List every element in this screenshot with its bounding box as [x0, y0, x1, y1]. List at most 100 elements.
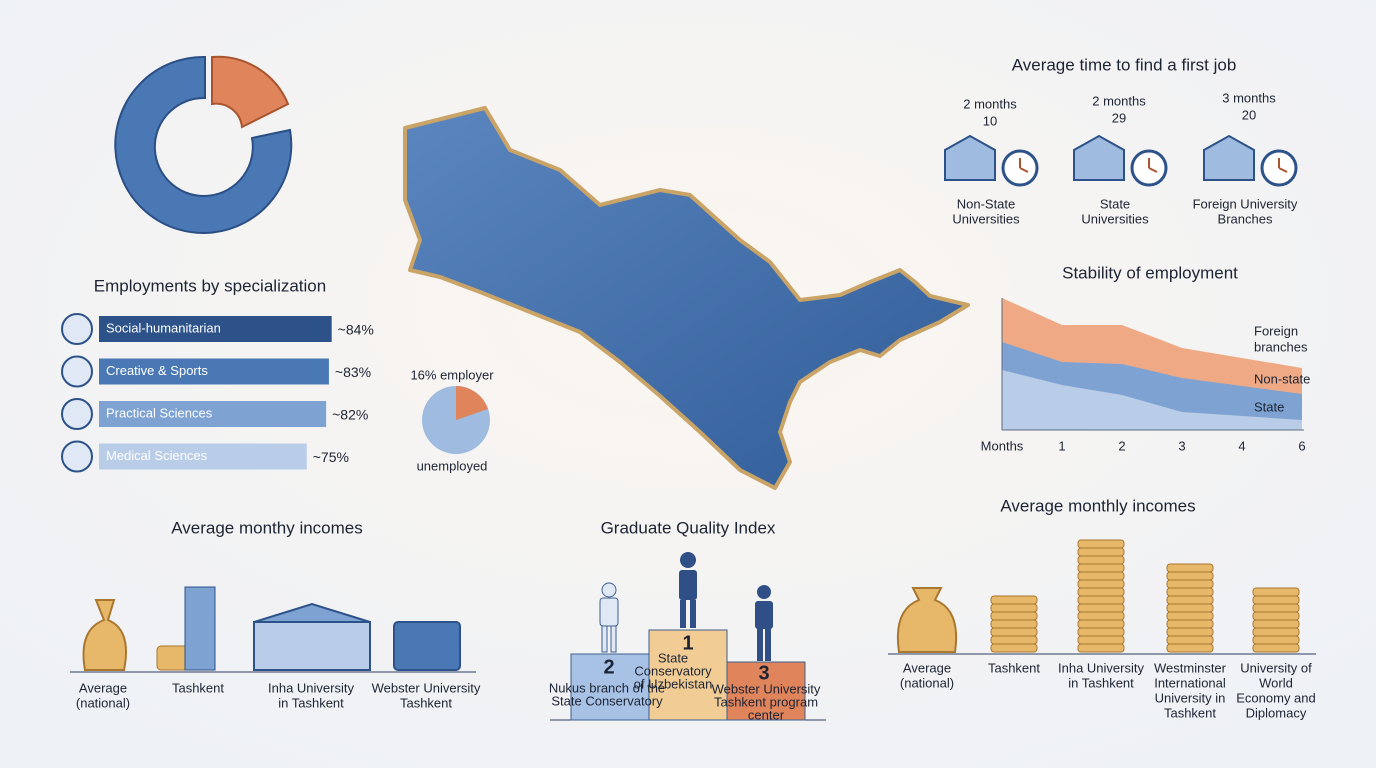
- map-uzbekistan: [403, 106, 970, 490]
- coin-icon: [1077, 611, 1125, 621]
- label: 29: [1112, 110, 1126, 125]
- coin-icon: [990, 611, 1038, 621]
- coin-icon: [1077, 635, 1125, 645]
- label: Stability of employment: [1062, 263, 1238, 282]
- label: Social-humanitarian: [106, 320, 221, 335]
- label: Practical Sciences: [106, 405, 213, 420]
- bar: [99, 401, 327, 427]
- label: State: [1254, 399, 1284, 414]
- label: 2 months: [1092, 93, 1146, 108]
- donut-decoration: [114, 55, 293, 234]
- label: Foreign University: [1193, 196, 1298, 211]
- building-icon: [1203, 134, 1255, 181]
- label: State: [658, 650, 688, 665]
- coin-icon: [990, 635, 1038, 645]
- label: Non-State: [957, 196, 1016, 211]
- podium: [570, 552, 806, 721]
- coin-icon: [1077, 603, 1125, 613]
- label: 3: [1178, 438, 1185, 453]
- label: Tashkent: [400, 695, 452, 710]
- label: ~83%: [335, 364, 371, 380]
- coin-icon: [1077, 619, 1125, 629]
- label: Foreign: [1254, 323, 1298, 338]
- label: 2: [1118, 438, 1125, 453]
- label: Tashkent: [988, 660, 1040, 675]
- label: University of: [1240, 660, 1312, 675]
- clock-hands: [1019, 158, 1029, 173]
- label: 10: [983, 113, 997, 128]
- label: Conservatory: [634, 663, 712, 678]
- label: Inha University: [1058, 660, 1144, 675]
- coin-icon: [1252, 619, 1300, 629]
- label: 1: [1058, 438, 1065, 453]
- label: Creative & Sports: [106, 363, 208, 378]
- bar: [99, 316, 332, 342]
- wallet-icon: [393, 621, 461, 671]
- label: Universities: [1081, 211, 1149, 226]
- coin-icon: [1166, 579, 1214, 589]
- label: Branches: [1218, 211, 1273, 226]
- label: Economy and: [1236, 690, 1316, 705]
- icon: [61, 440, 93, 473]
- coin-icon: [1077, 547, 1125, 557]
- coin-icon: [1166, 635, 1214, 645]
- coin-icon: [1252, 587, 1300, 597]
- label: Universities: [952, 211, 1020, 226]
- label: Average: [903, 660, 951, 675]
- building-icon: [944, 134, 996, 181]
- coin-icon: [990, 643, 1038, 653]
- icon: [61, 398, 93, 430]
- label: Tashkent: [1164, 705, 1216, 720]
- coin-icon: [1077, 627, 1125, 637]
- label: Months: [981, 438, 1024, 453]
- university-icon: [253, 621, 371, 671]
- coin-icon: [1166, 595, 1214, 605]
- label: (national): [76, 695, 130, 710]
- coin-icon: [1077, 563, 1125, 573]
- label: Nukus branch of the: [549, 680, 665, 695]
- coin-icon: [1252, 643, 1300, 653]
- coin-icon: [1166, 619, 1214, 629]
- coin-icon: [990, 603, 1038, 613]
- banknote-icon: [184, 586, 216, 671]
- coin-icon: [1077, 539, 1125, 549]
- clock-hands: [1278, 158, 1288, 173]
- label: Average monthy incomes: [171, 518, 363, 537]
- label: 4: [1238, 438, 1245, 453]
- coin-icon: [1166, 571, 1214, 581]
- coin-icon: [1077, 587, 1125, 597]
- label: 6: [1298, 438, 1305, 453]
- money-bag-icon: [82, 599, 127, 671]
- stability-areas: [1001, 298, 1304, 431]
- label: in Tashkent: [278, 695, 344, 710]
- coin-icon: [1166, 611, 1214, 621]
- label: Tashkent program: [714, 694, 818, 709]
- coin-icon: [1166, 587, 1214, 597]
- coin-icon: [990, 627, 1038, 637]
- label: of Uzbekistan: [634, 676, 713, 691]
- label: Non-state: [1254, 371, 1310, 386]
- icon: [61, 313, 93, 345]
- bar: [99, 443, 307, 470]
- label: branches: [1254, 339, 1308, 354]
- coin-icon: [1077, 571, 1125, 581]
- content: 16% employer unemployed Employments by spe…: [61, 55, 1316, 722]
- label: Medical Sciences: [106, 448, 208, 463]
- coin-icon: [1166, 627, 1214, 637]
- label: in Tashkent: [1068, 675, 1134, 690]
- icon: [61, 355, 93, 388]
- coin-icon: [1166, 603, 1214, 613]
- label: (national): [900, 675, 954, 690]
- label: unemployed: [417, 458, 488, 473]
- label: 3: [758, 662, 769, 684]
- coin-icon: [990, 619, 1038, 629]
- building-icon: [1073, 134, 1125, 181]
- label: 3 months: [1222, 90, 1276, 105]
- coin-icon: [1166, 643, 1214, 653]
- coin-icon: [1252, 635, 1300, 645]
- people-pie-decoration: [422, 386, 490, 454]
- label: State Conservatory: [551, 693, 663, 708]
- label: 16% employer: [410, 367, 494, 382]
- label: ~82%: [332, 407, 368, 423]
